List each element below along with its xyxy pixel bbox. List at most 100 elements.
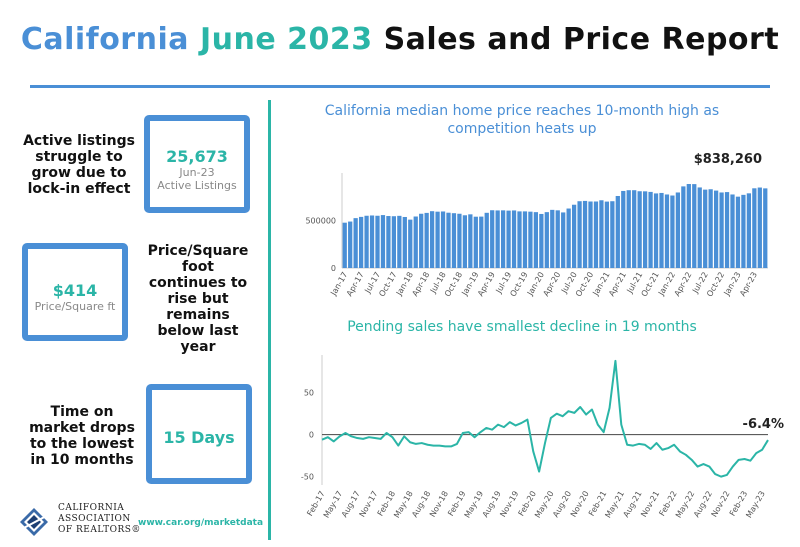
chart2-y-tick-label: 0 (309, 431, 314, 440)
price-bar (692, 184, 697, 268)
price-bar (544, 212, 549, 268)
price-bar (468, 214, 473, 268)
price-bar (364, 215, 369, 268)
price-bar (670, 195, 675, 268)
price-bar (533, 212, 539, 268)
price-bar (593, 201, 599, 268)
price-bar (735, 196, 741, 268)
price-bar (500, 210, 506, 268)
price-bar (582, 200, 588, 268)
price-bar (724, 192, 730, 268)
price-bar (451, 213, 457, 268)
price-bar (610, 201, 615, 268)
price-bar (490, 210, 495, 268)
price-bar (446, 212, 451, 268)
chart1-title-line2: competition heats up (447, 121, 596, 137)
price-bar (369, 215, 375, 268)
price-bar (686, 184, 691, 268)
price-bar (358, 216, 364, 268)
chart2-y-tick-label: -50 (301, 473, 314, 482)
price-bar (517, 211, 522, 268)
price-bar (424, 212, 429, 268)
chart1-y-tick-label: 0 (331, 264, 336, 273)
active-listings-description: Active listings struggle to grow due to … (23, 133, 135, 197)
price-bar (730, 194, 735, 268)
price-bar (495, 210, 500, 268)
price-bar (703, 189, 708, 269)
active-listings-value: 25,673 (166, 147, 228, 166)
title-part-report: Sales and Price Report (383, 22, 780, 57)
price-bar (539, 213, 544, 268)
price-bar (506, 210, 511, 268)
price-bar (550, 209, 555, 268)
title-part-state: California (20, 22, 189, 57)
price-bar (380, 215, 386, 268)
price-bar (708, 189, 713, 268)
median-price-chart: California median home price reaches 10-… (305, 103, 768, 298)
price-bar (419, 213, 424, 268)
price-bar (571, 204, 577, 268)
price-bar (397, 215, 402, 268)
price-bar (528, 211, 533, 268)
price-bar (435, 211, 440, 268)
price-bar (757, 187, 762, 268)
price-bar (621, 190, 626, 268)
price-bar (566, 208, 571, 268)
price-bar (626, 190, 631, 268)
price-bar (741, 194, 746, 268)
active-listings-label: Active Listings (157, 179, 237, 192)
price-bar (522, 211, 528, 268)
car-logo-text: CALIFORNIA ASSOCIATION OF REALTORS® (58, 503, 141, 535)
chart2-y-tick-label: 50 (304, 389, 314, 398)
price-bar (599, 200, 604, 268)
car-logo-icon (19, 508, 51, 536)
price-bar (577, 201, 582, 268)
price-bar (763, 188, 768, 268)
active-listings-card: 25,673 Jun-23 Active Listings (144, 115, 250, 213)
price-bar (615, 195, 620, 268)
price-bar (642, 191, 648, 268)
time-on-market-description: Time on market drops to the lowest in 10… (29, 404, 135, 468)
price-bar (391, 216, 397, 268)
price-bar (719, 192, 724, 268)
price-bar (429, 211, 435, 268)
active-listings-month: Jun-23 (179, 166, 215, 179)
price-bar (664, 194, 670, 268)
pending-sales-line (321, 359, 769, 478)
price-bar (462, 215, 468, 268)
title-part-month: June 2023 (199, 22, 373, 57)
price-bar (479, 216, 484, 268)
price-bar (675, 192, 681, 268)
price-bar (440, 211, 446, 268)
chart1-y-tick-label: 500000 (305, 217, 336, 226)
pending-sales-chart: Pending sales have smallest decline in 1… (301, 319, 784, 520)
price-bar (632, 190, 637, 268)
price-bar (342, 222, 347, 268)
time-on-market-value: 15 Days (163, 428, 235, 447)
market-data-link[interactable]: www.car.org/marketdata (138, 518, 264, 528)
price-per-sqft-value: $414 (52, 281, 98, 300)
price-bar (457, 213, 462, 268)
chart2-title: Pending sales have smallest decline in 1… (347, 319, 697, 335)
price-bar (713, 190, 719, 268)
column-divider (268, 100, 271, 540)
price-bar (555, 210, 560, 268)
price-bar (653, 193, 659, 268)
price-bar (697, 187, 702, 268)
chart2-annotation: -6.4% (743, 417, 784, 432)
report-title: California June 2023 Sales and Price Rep… (0, 22, 800, 57)
price-bar (588, 201, 593, 268)
header-divider (30, 85, 770, 88)
price-bar (752, 188, 757, 268)
price-bar (353, 218, 358, 269)
price-bar (511, 210, 517, 268)
price-bar (604, 201, 610, 268)
price-bar (386, 216, 391, 268)
price-bar (681, 186, 686, 268)
price-per-sqft-description: Price/Square foot continues to rise but … (147, 243, 249, 355)
price-bar (484, 212, 489, 268)
time-on-market-card: 15 Days (146, 384, 252, 484)
price-bar (375, 215, 380, 268)
price-bar (659, 192, 664, 268)
chart1-annotation: $838,260 (694, 152, 762, 167)
